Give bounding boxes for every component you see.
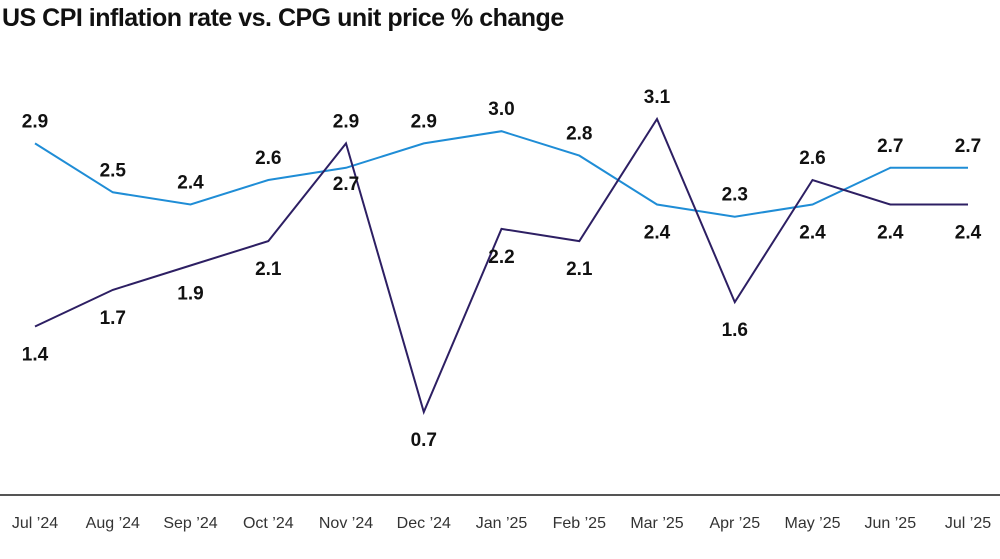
data-label: 2.9 bbox=[333, 111, 359, 132]
x-tick-label: Jun ’25 bbox=[865, 515, 917, 532]
data-label: 2.2 bbox=[488, 247, 514, 268]
series-line-2 bbox=[34, 116, 968, 415]
data-label: 2.7 bbox=[333, 174, 359, 195]
x-tick-label: Jan ’25 bbox=[476, 515, 528, 532]
data-label: 3.0 bbox=[488, 99, 514, 120]
chart-title: US CPI inflation rate vs. CPG unit price… bbox=[2, 4, 564, 32]
data-label: 2.4 bbox=[799, 223, 826, 244]
data-label: 2.8 bbox=[566, 124, 592, 145]
x-tick-label: Aug ’24 bbox=[86, 515, 140, 532]
data-label: 2.3 bbox=[722, 185, 748, 206]
data-label: 2.5 bbox=[100, 160, 127, 181]
data-label: 2.4 bbox=[955, 223, 982, 244]
x-tick-label: Sep ’24 bbox=[163, 515, 217, 532]
x-tick-label: Nov ’24 bbox=[319, 515, 373, 532]
data-label: 1.9 bbox=[177, 284, 203, 305]
data-label: 2.9 bbox=[411, 111, 437, 132]
x-tick-label: Mar ’25 bbox=[630, 515, 683, 532]
x-tick-label: Feb ’25 bbox=[553, 515, 606, 532]
data-label: 1.6 bbox=[722, 320, 748, 341]
x-tick-label: May ’25 bbox=[784, 515, 840, 532]
series-line-1 bbox=[34, 130, 968, 218]
x-tick-label: Jul ’24 bbox=[12, 515, 58, 532]
data-label: 3.1 bbox=[644, 87, 671, 108]
data-label: 2.7 bbox=[955, 136, 981, 157]
x-tick-label: Oct ’24 bbox=[243, 515, 294, 532]
data-label: 2.6 bbox=[799, 148, 825, 169]
data-label: 2.9 bbox=[22, 111, 48, 132]
data-label: 1.7 bbox=[100, 308, 126, 329]
x-tick-label: Dec ’24 bbox=[397, 515, 451, 532]
data-label: 1.4 bbox=[22, 345, 49, 366]
data-label: 2.1 bbox=[255, 259, 282, 280]
data-label: 2.6 bbox=[255, 148, 281, 169]
data-label: 2.4 bbox=[177, 173, 204, 194]
data-label: 0.7 bbox=[411, 430, 437, 451]
data-label: 2.4 bbox=[877, 223, 904, 244]
x-tick-label: Apr ’25 bbox=[709, 515, 760, 532]
data-label: 2.1 bbox=[566, 259, 593, 280]
data-label: 2.7 bbox=[877, 136, 903, 157]
data-label: 2.4 bbox=[644, 223, 671, 244]
x-tick-label: Jul ’25 bbox=[945, 515, 991, 532]
